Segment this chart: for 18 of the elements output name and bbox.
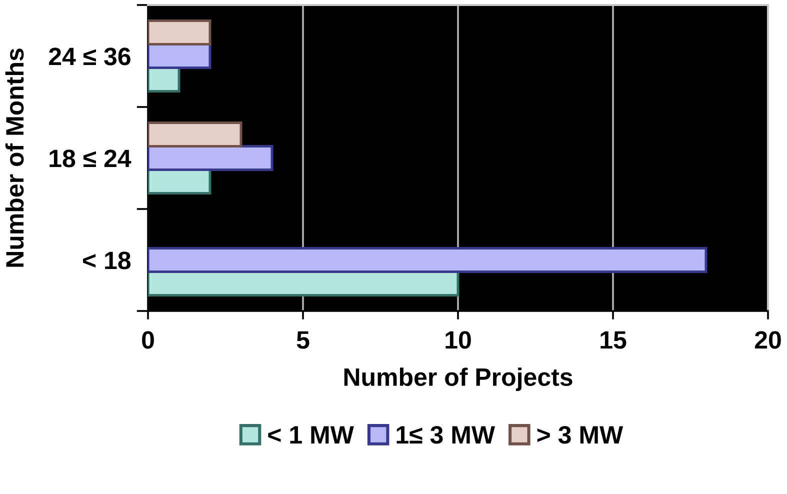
x-tick-label: 5 (296, 331, 310, 349)
bar (148, 247, 708, 273)
x-tick-label: 0 (142, 331, 154, 349)
bar (148, 122, 242, 148)
y-tick-label: 24 ≤ 36 (48, 48, 130, 66)
y-tick-label: 18 ≤ 24 (50, 150, 132, 168)
x-tick-label: 10 (446, 331, 471, 349)
bar (148, 43, 212, 69)
bar (148, 145, 274, 171)
y-axis-title: Number of Months (5, 48, 24, 267)
y-tick-label: < 18 (83, 252, 131, 270)
legend-label: < 1 MW (268, 426, 354, 444)
legend-label: 1≤ 3 MW (396, 426, 496, 444)
bar (148, 20, 212, 46)
legend-label: > 3 MW (537, 426, 624, 444)
x-tick-label: 15 (600, 331, 626, 349)
x-axis-title: Number of Projects (344, 368, 572, 391)
x-tick-label: 20 (754, 331, 781, 349)
